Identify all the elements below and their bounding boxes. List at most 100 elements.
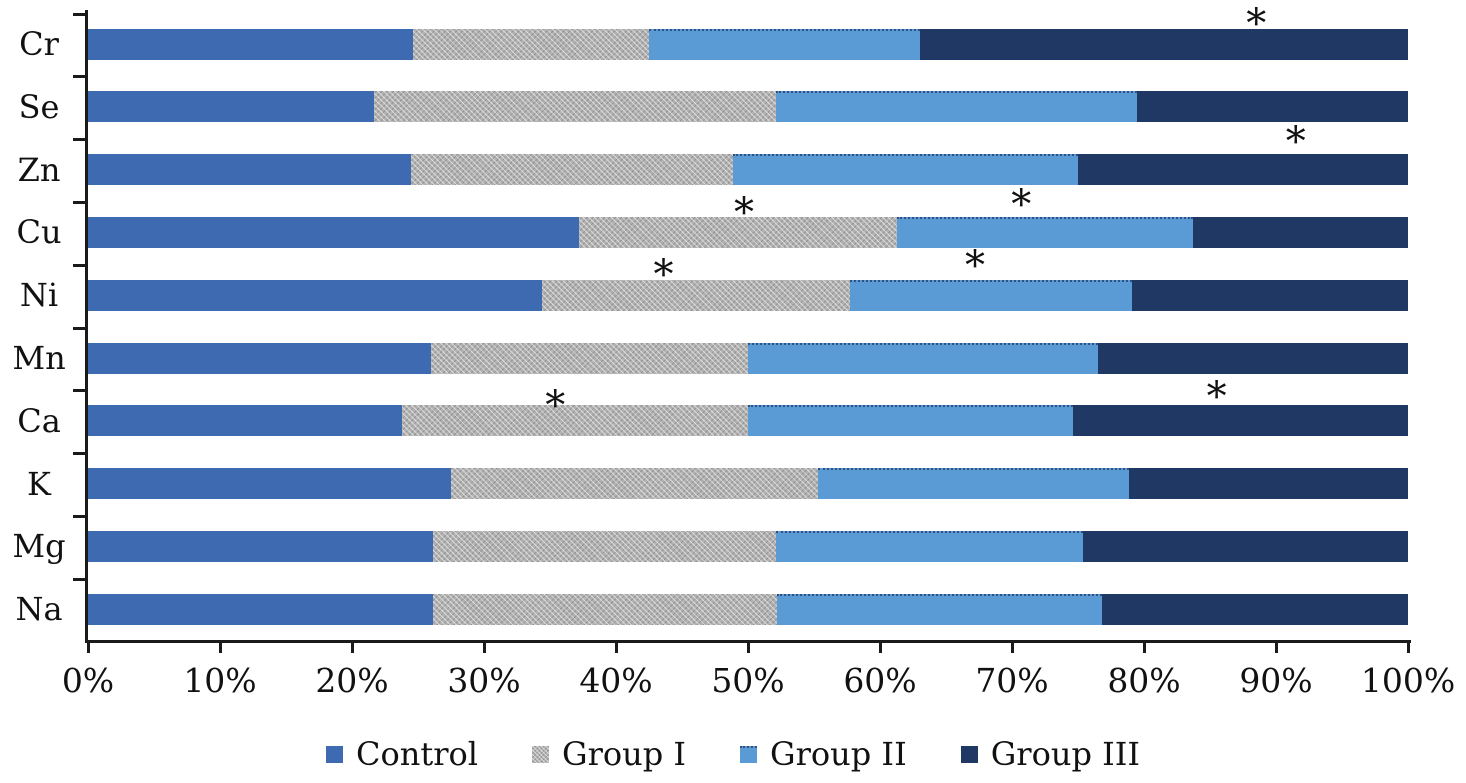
bar-segment-se-group-ii bbox=[775, 91, 1138, 123]
bar-segment-na-control bbox=[88, 593, 433, 625]
x-axis-tick bbox=[1274, 643, 1278, 653]
category-label-k: K bbox=[27, 464, 51, 503]
y-axis-tick bbox=[73, 138, 86, 142]
legend-label-group-i: Group I bbox=[562, 735, 687, 773]
bar-segment-na-group-iii bbox=[1101, 593, 1408, 625]
bar-segment-ni-group-iii bbox=[1132, 279, 1408, 311]
bar-segment-mn-group-ii bbox=[747, 342, 1098, 374]
bar-row-ni bbox=[88, 279, 1408, 311]
legend-swatch-group-iii bbox=[960, 745, 978, 763]
bar-segment-cr-group-ii bbox=[648, 28, 920, 60]
x-axis-tick bbox=[1142, 643, 1146, 653]
x-axis-tick bbox=[86, 643, 90, 653]
bar-row-k bbox=[88, 468, 1408, 500]
y-axis-line bbox=[85, 10, 88, 643]
bar-segment-cu-group-i bbox=[579, 216, 898, 248]
bar-segment-k-group-ii bbox=[817, 468, 1130, 500]
bar-row-na bbox=[88, 593, 1408, 625]
bar-segment-ca-group-ii bbox=[747, 405, 1073, 437]
y-axis-tick bbox=[73, 326, 86, 330]
x-axis-label-80pct: 80% bbox=[1107, 661, 1181, 700]
bar-segment-mn-control bbox=[88, 342, 432, 374]
significance-asterisk-cu: * bbox=[734, 189, 755, 236]
bar-segment-mg-group-ii bbox=[775, 530, 1084, 562]
x-axis-tick bbox=[1406, 643, 1410, 653]
bar-segment-zn-group-iii bbox=[1077, 154, 1408, 186]
bar-segment-na-group-i bbox=[432, 593, 778, 625]
x-axis-label-30pct: 30% bbox=[447, 661, 521, 700]
bar-segment-mg-group-iii bbox=[1083, 530, 1408, 562]
bar-segment-mn-group-i bbox=[431, 342, 748, 374]
bar-segment-se-group-iii bbox=[1137, 91, 1408, 123]
category-label-na: Na bbox=[15, 590, 63, 629]
legend-swatch-group-i bbox=[532, 745, 549, 763]
category-label-ca: Ca bbox=[17, 401, 61, 440]
bar-row-zn bbox=[88, 154, 1408, 186]
category-label-mg: Mg bbox=[12, 527, 66, 566]
category-label-zn: Zn bbox=[17, 150, 61, 189]
legend-label-control: Control bbox=[355, 735, 478, 773]
x-axis-tick bbox=[350, 643, 354, 653]
bar-segment-k-group-i bbox=[451, 468, 818, 500]
significance-asterisk-zn: * bbox=[1285, 119, 1306, 166]
x-axis-label-40pct: 40% bbox=[579, 661, 653, 700]
category-label-cr: Cr bbox=[19, 25, 59, 63]
bar-segment-zn-group-i bbox=[411, 154, 734, 186]
legend-swatch-control bbox=[325, 745, 343, 763]
legend-item-group-ii: Group II bbox=[740, 734, 907, 774]
x-axis-line bbox=[85, 640, 1411, 643]
y-axis-tick bbox=[73, 75, 86, 79]
significance-asterisk-cu: * bbox=[1011, 181, 1032, 228]
y-axis-tick bbox=[73, 389, 86, 393]
bar-segment-ca-group-iii bbox=[1072, 405, 1408, 437]
bar-segment-mg-control bbox=[88, 530, 433, 562]
x-axis-label-90pct: 90% bbox=[1239, 661, 1313, 700]
x-axis-tick bbox=[218, 643, 222, 653]
x-axis-label-50pct: 50% bbox=[711, 661, 785, 700]
bar-segment-se-control bbox=[88, 91, 375, 123]
legend-item-control: Control bbox=[325, 734, 478, 774]
category-label-mn: Mn bbox=[12, 339, 66, 377]
x-axis-tick bbox=[482, 643, 486, 653]
bar-segment-ni-control bbox=[88, 279, 543, 311]
x-axis-tick bbox=[878, 643, 882, 653]
significance-asterisk-ca: * bbox=[1206, 374, 1227, 421]
bar-segment-cu-control bbox=[88, 216, 580, 248]
x-axis-tick bbox=[614, 643, 618, 653]
bar-row-mn bbox=[88, 342, 1408, 374]
significance-asterisk-cr: * bbox=[1246, 0, 1267, 47]
y-axis-tick bbox=[73, 263, 86, 267]
x-axis-label-20pct: 20% bbox=[315, 661, 389, 700]
bar-segment-k-group-iii bbox=[1129, 468, 1408, 500]
y-axis-tick bbox=[73, 577, 86, 581]
y-axis-tick bbox=[73, 452, 86, 456]
bar-row-cu bbox=[88, 216, 1408, 248]
bar-segment-ca-group-i bbox=[402, 405, 748, 437]
bar-segment-mg-group-i bbox=[432, 530, 776, 562]
bar-segment-mn-group-iii bbox=[1097, 342, 1408, 374]
x-axis-label-100pct: 100% bbox=[1360, 661, 1456, 700]
bar-segment-ni-group-i bbox=[542, 279, 850, 311]
bar-segment-cr-group-i bbox=[412, 28, 649, 60]
bar-segment-ni-group-ii bbox=[849, 279, 1133, 311]
legend: Control Group I Group II Group III bbox=[0, 731, 1466, 777]
bar-segment-cu-group-ii bbox=[897, 216, 1193, 248]
legend-label-group-iii: Group III bbox=[990, 735, 1141, 773]
bar-row-se bbox=[88, 91, 1408, 123]
significance-asterisk-ni: * bbox=[653, 251, 674, 298]
legend-label-group-ii: Group II bbox=[770, 735, 907, 773]
significance-asterisk-ca: * bbox=[545, 383, 566, 430]
bar-row-mg bbox=[88, 530, 1408, 562]
bar-row-cr bbox=[88, 28, 1408, 60]
x-axis-label-0pct: 0% bbox=[61, 661, 115, 700]
bar-segment-zn-group-ii bbox=[733, 154, 1078, 186]
category-label-se: Se bbox=[18, 87, 60, 126]
bar-segment-cr-control bbox=[88, 28, 413, 60]
bar-segment-zn-control bbox=[88, 154, 412, 186]
bar-segment-na-group-ii bbox=[777, 593, 1102, 625]
bar-segment-k-control bbox=[88, 468, 451, 500]
x-axis-tick bbox=[746, 643, 750, 653]
bar-row-ca bbox=[88, 405, 1408, 437]
bar-segment-se-group-i bbox=[374, 91, 776, 123]
